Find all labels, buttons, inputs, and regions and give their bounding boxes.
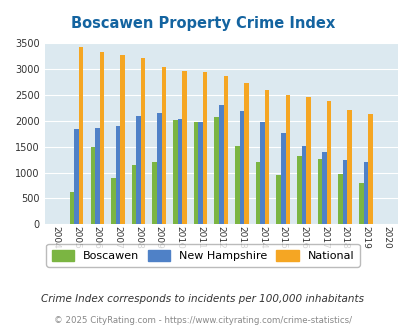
Bar bbox=[90, 147, 95, 224]
Bar bbox=[337, 174, 342, 224]
Bar bbox=[161, 67, 166, 224]
Bar bbox=[243, 83, 248, 224]
Bar bbox=[132, 165, 136, 224]
Bar bbox=[177, 119, 182, 224]
Bar bbox=[115, 126, 120, 224]
Bar bbox=[367, 115, 372, 224]
Bar bbox=[358, 183, 363, 224]
Bar bbox=[111, 178, 115, 224]
Bar bbox=[193, 122, 198, 224]
Bar bbox=[70, 192, 74, 224]
Bar bbox=[198, 122, 202, 224]
Bar bbox=[136, 116, 141, 224]
Bar bbox=[276, 175, 280, 224]
Bar bbox=[296, 156, 301, 224]
Text: © 2025 CityRating.com - https://www.cityrating.com/crime-statistics/: © 2025 CityRating.com - https://www.city… bbox=[54, 315, 351, 325]
Bar bbox=[202, 73, 207, 224]
Bar bbox=[239, 111, 243, 224]
Bar bbox=[157, 113, 161, 224]
Text: Boscawen Property Crime Index: Boscawen Property Crime Index bbox=[71, 16, 334, 31]
Bar bbox=[99, 52, 104, 224]
Legend: Boscawen, New Hampshire, National: Boscawen, New Hampshire, National bbox=[46, 244, 359, 267]
Bar bbox=[347, 110, 351, 224]
Bar bbox=[301, 146, 305, 224]
Bar bbox=[79, 47, 83, 224]
Bar bbox=[182, 71, 186, 224]
Bar bbox=[280, 133, 285, 224]
Bar bbox=[317, 159, 322, 224]
Bar bbox=[214, 117, 218, 224]
Bar bbox=[264, 90, 269, 224]
Bar bbox=[255, 162, 260, 224]
Bar bbox=[141, 58, 145, 224]
Bar bbox=[342, 160, 347, 224]
Bar bbox=[260, 122, 264, 224]
Bar bbox=[305, 97, 310, 224]
Bar bbox=[322, 152, 326, 224]
Bar bbox=[285, 95, 289, 224]
Bar bbox=[74, 129, 79, 224]
Bar bbox=[218, 105, 223, 224]
Bar bbox=[363, 162, 367, 224]
Text: Crime Index corresponds to incidents per 100,000 inhabitants: Crime Index corresponds to incidents per… bbox=[41, 294, 364, 304]
Bar bbox=[95, 128, 99, 224]
Bar bbox=[152, 162, 157, 224]
Bar bbox=[120, 55, 124, 224]
Bar bbox=[223, 76, 228, 224]
Bar bbox=[326, 102, 330, 224]
Bar bbox=[173, 120, 177, 224]
Bar bbox=[234, 146, 239, 224]
